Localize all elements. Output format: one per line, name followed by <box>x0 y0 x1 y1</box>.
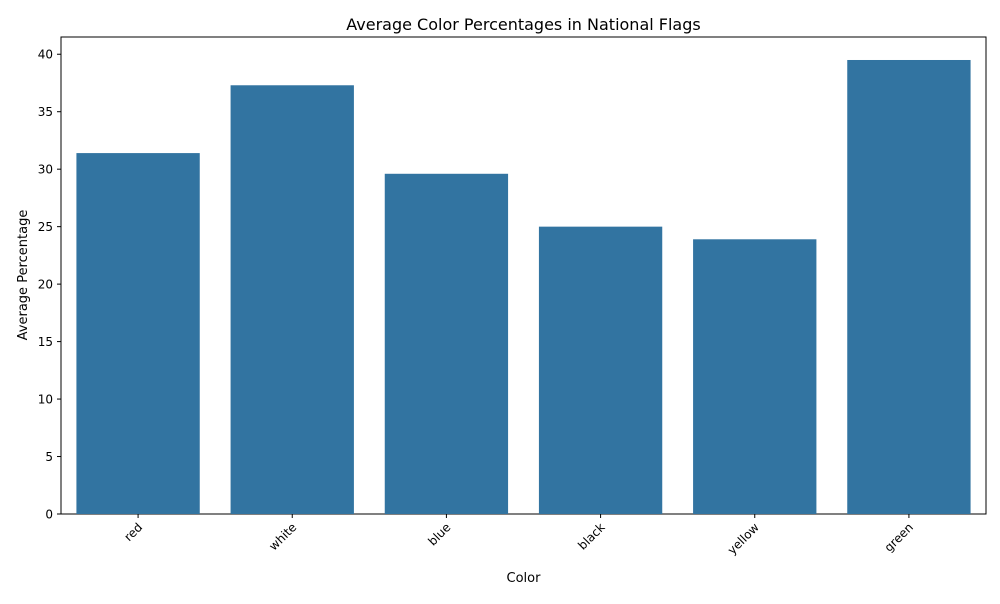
chart-title: Average Color Percentages in National Fl… <box>346 15 700 34</box>
bar-white <box>230 85 354 515</box>
plot-frame <box>60 36 987 515</box>
y-tick-label: 40 <box>38 48 53 62</box>
x-tick-label: black <box>575 520 607 552</box>
x-tick-label: blue <box>425 520 453 548</box>
y-tick-label: 15 <box>38 335 53 349</box>
x-axis-label: Color <box>507 571 542 586</box>
plot-area <box>60 36 987 515</box>
y-tick-label: 5 <box>45 450 53 464</box>
y-tick-label: 20 <box>38 278 53 292</box>
y-tick-label: 25 <box>38 220 53 234</box>
y-tick-label: 0 <box>45 508 53 522</box>
bar-green <box>847 59 971 515</box>
bar-red <box>76 153 200 514</box>
x-tick-label: white <box>266 520 299 553</box>
x-tick-label: red <box>121 520 145 544</box>
y-axis: 0 5 10 15 20 25 30 35 40 <box>38 48 61 522</box>
bars-group <box>76 59 971 515</box>
y-tick-label: 35 <box>38 105 53 119</box>
x-axis: red white blue black yellow green <box>121 514 916 557</box>
y-tick-label: 10 <box>38 393 53 407</box>
bar-black <box>538 226 663 514</box>
x-tick-label: yellow <box>725 520 762 557</box>
y-tick-label: 30 <box>38 163 53 177</box>
bar-blue <box>384 173 509 514</box>
y-axis-label: Average Percentage <box>16 210 31 341</box>
bar-yellow <box>693 239 817 515</box>
x-tick-label: green <box>882 520 916 554</box>
